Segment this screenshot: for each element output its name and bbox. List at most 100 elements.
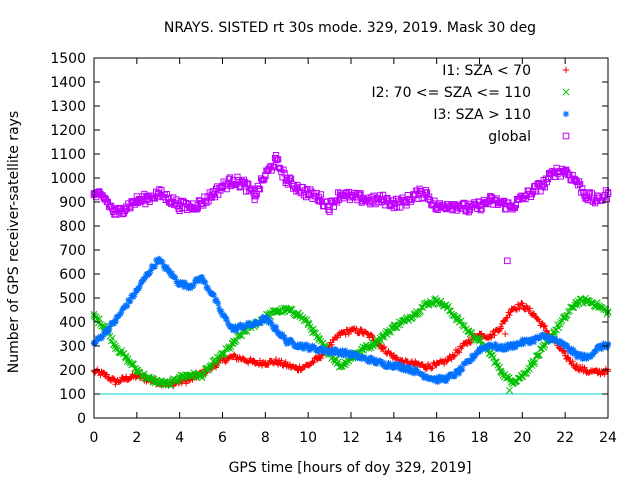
point-2-37: [487, 341, 494, 348]
point-2-33: [444, 375, 451, 382]
point-3-11: [208, 191, 216, 199]
point-2-42: [540, 333, 547, 340]
point-2-29: [401, 364, 408, 371]
point-0-34: [454, 347, 462, 354]
point-0-35: [465, 338, 472, 345]
point-3-27: [379, 196, 387, 203]
point-3-24: [347, 193, 355, 201]
point-0-20: [304, 362, 312, 369]
point-0-23: [337, 330, 344, 338]
point-0-13: [230, 353, 237, 360]
point-3-22: [326, 203, 333, 211]
y-tick-label-8: 800: [59, 219, 86, 235]
x-tick-label-9: 18: [471, 430, 489, 446]
series-2: [90, 255, 612, 386]
x-tick-label-5: 10: [299, 430, 317, 446]
point-3-40: [519, 195, 526, 202]
point-0-15: [251, 359, 258, 366]
point-1-33: [443, 304, 451, 312]
point-2-2: [112, 317, 119, 324]
outlier-2: [505, 386, 514, 394]
point-3-20: [304, 190, 312, 197]
point-3-38: [497, 199, 505, 207]
point-1-11: [208, 361, 216, 369]
point-3-42: [540, 180, 548, 188]
point-0-40: [519, 302, 526, 309]
point-0-41: [529, 310, 537, 317]
point-1-32: [433, 296, 441, 304]
point-3-14: [240, 180, 248, 188]
point-3-8: [176, 202, 183, 209]
point-2-7: [165, 268, 173, 275]
point-2-10: [197, 274, 205, 281]
point-3-15: [251, 192, 258, 200]
point-3-23: [336, 190, 344, 197]
point-0-21: [315, 354, 323, 362]
point-3-41: [529, 187, 537, 195]
point-3-46: [583, 192, 590, 200]
point-1-40: [518, 372, 526, 380]
legend-label-0: I1: SZA < 70: [442, 63, 531, 79]
point-2-8: [176, 280, 183, 287]
point-3-30: [411, 191, 419, 199]
point-1-34: [454, 316, 462, 324]
y-tick-label-3: 300: [59, 339, 86, 355]
point-0-38: [497, 323, 505, 330]
point-2-32: [433, 376, 440, 383]
point-3-31: [422, 189, 430, 196]
point-0-19: [294, 365, 301, 372]
legend-entry-1: I2: 70 <= SZA <= 110: [371, 85, 570, 101]
point-2-9: [187, 282, 194, 290]
point-3-9: [187, 203, 194, 211]
legend-marker-2: [562, 110, 570, 118]
point-1-30: [411, 310, 419, 318]
point-2-1: [101, 329, 108, 336]
point-3-10: [197, 199, 205, 207]
point-2-43: [551, 336, 558, 344]
legend-marker-3: [562, 132, 570, 140]
x-axis-label: GPS time [hours of doy 329, 2019]: [229, 460, 472, 476]
y-tick-label-1: 100: [59, 387, 86, 403]
point-1-5: [143, 374, 152, 382]
point-1-9: [186, 371, 194, 379]
point-1-44: [561, 313, 569, 321]
x-tick-label-2: 4: [175, 430, 184, 446]
point-2-30: [412, 368, 419, 375]
point-3-33: [444, 201, 451, 208]
legend-entry-0: I1: SZA < 70: [442, 63, 570, 79]
point-2-26: [369, 357, 376, 364]
point-2-20: [304, 344, 312, 351]
point-3-29: [401, 198, 408, 206]
point-2-14: [240, 322, 248, 329]
outlier-1: [502, 330, 509, 338]
point-2-15: [251, 321, 258, 328]
point-3-32: [433, 204, 440, 212]
point-2-13: [230, 326, 237, 333]
point-1-23: [336, 362, 344, 370]
x-tick-label-10: 20: [513, 430, 531, 446]
point-2-6: [155, 256, 162, 263]
point-3-35: [465, 205, 473, 213]
series-3-trace: [90, 151, 612, 218]
point-2-24: [347, 351, 355, 358]
point-1-36: [475, 337, 484, 345]
point-1-18: [283, 306, 291, 314]
point-0-27: [379, 345, 387, 352]
point-2-36: [476, 346, 483, 353]
point-3-16: [262, 172, 269, 179]
y-tick-label-14: 1400: [50, 75, 86, 91]
y-tick-label-4: 400: [59, 315, 86, 331]
point-2-3: [122, 302, 130, 309]
point-3-26: [369, 197, 376, 205]
point-3-21: [315, 193, 323, 201]
series-3: [90, 151, 612, 218]
point-0-32: [433, 362, 440, 369]
point-3-37: [486, 197, 494, 205]
point-1-47: [593, 301, 601, 309]
point-1-28: [390, 323, 398, 331]
y-tick-label-2: 200: [59, 363, 86, 379]
point-1-25: [358, 346, 366, 354]
point-1-39: [508, 378, 516, 386]
point-2-22: [326, 347, 333, 354]
